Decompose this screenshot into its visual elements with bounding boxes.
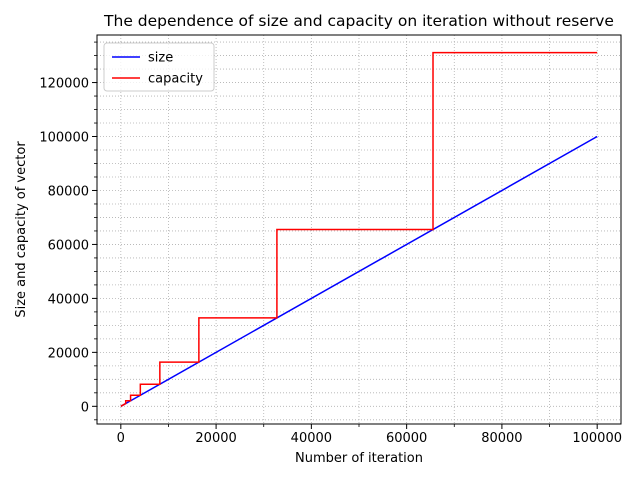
- y-tick-label: 80000: [48, 184, 89, 199]
- x-tick-label: 40000: [291, 431, 332, 446]
- chart-title: The dependence of size and capacity on i…: [103, 12, 614, 30]
- x-tick-label: 20000: [195, 431, 236, 446]
- y-tick-label: 20000: [48, 346, 89, 361]
- plot-area: [120, 51, 598, 407]
- y-tick-label: 40000: [48, 292, 89, 307]
- legend-label-size: size: [148, 51, 173, 66]
- series-line-capacity: [120, 51, 598, 407]
- legend-box: [103, 42, 215, 92]
- legend-label-capacity: capacity: [148, 72, 203, 87]
- y-tick-label: 0: [81, 400, 89, 415]
- ticks: 0 20000 40000 60000 80000 100000 0 20000 40000 60…: [39, 41, 622, 446]
- y-tick-label: 120000: [39, 77, 89, 92]
- x-tick-label: 60000: [386, 431, 427, 446]
- y-tick-label: 100000: [39, 131, 89, 146]
- legend: size capacity: [103, 42, 215, 92]
- x-tick-label: 80000: [481, 431, 522, 446]
- x-axis-title: Number of iteration: [295, 451, 423, 466]
- x-tick-label: 100000: [572, 431, 622, 446]
- series-line-size: [120, 135, 598, 407]
- y-tick-label: 60000: [48, 238, 89, 253]
- x-tick-label: 0: [117, 431, 125, 446]
- y-axis-title: Size and capacity of vector: [14, 141, 29, 318]
